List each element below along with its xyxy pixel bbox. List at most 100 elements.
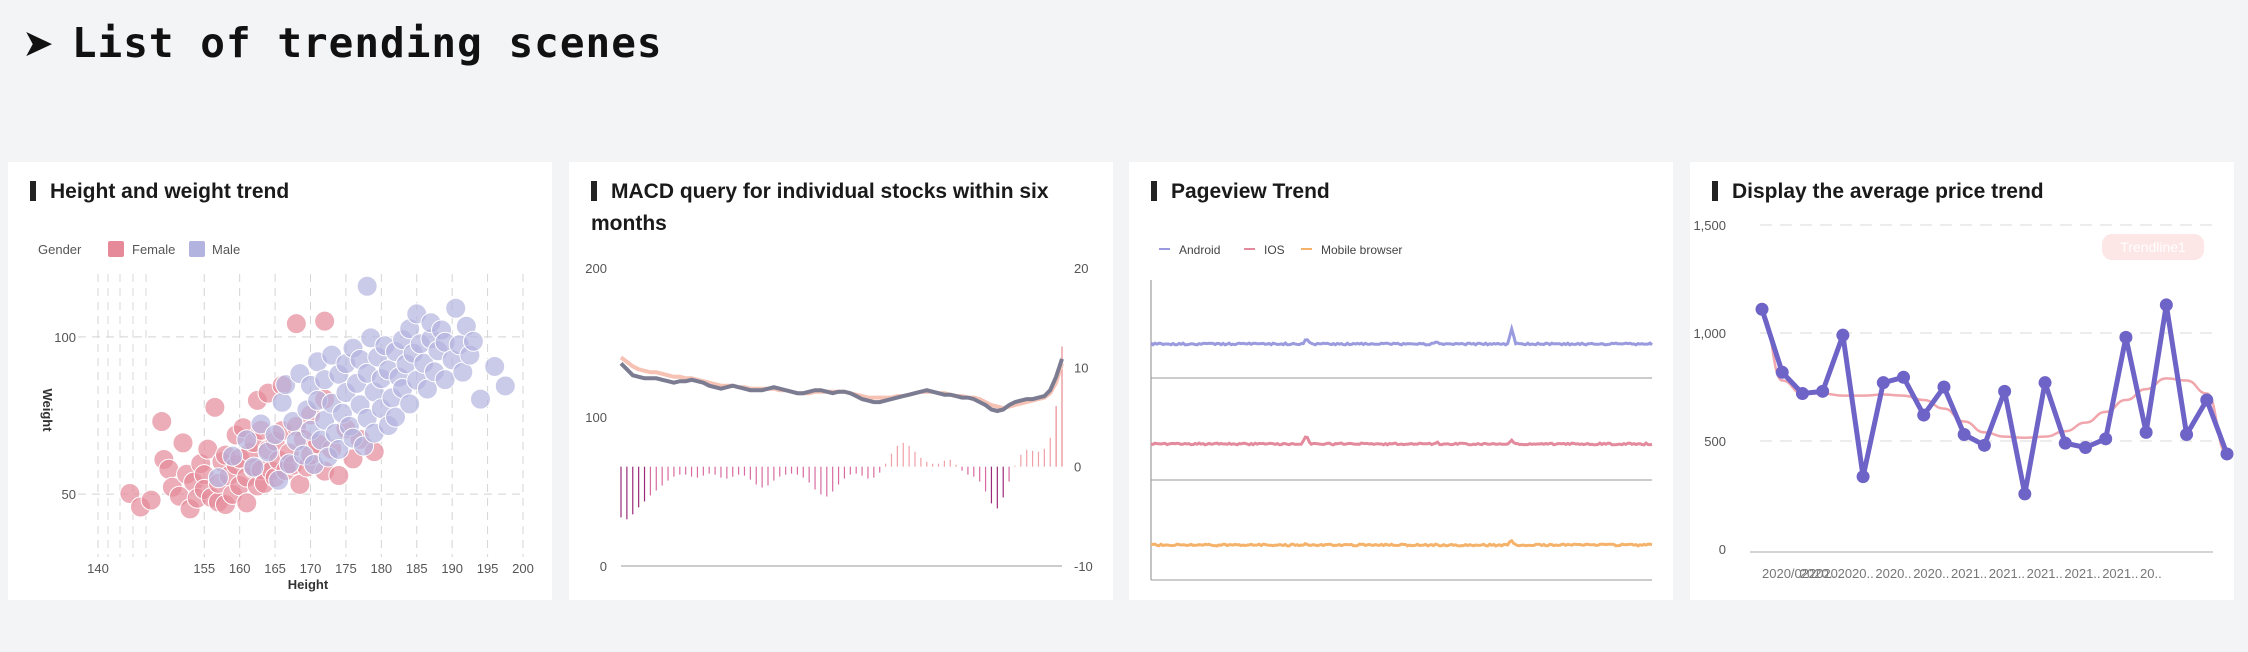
price-point <box>2078 440 2092 454</box>
title-bar-marker <box>1151 181 1157 201</box>
y-tick-label: 50 <box>62 487 76 502</box>
y-tick-label: 500 <box>1704 434 1726 449</box>
point-male <box>264 424 286 446</box>
scatter-chart: Gender Female Male 140 155 160 165 170 175 180 185… <box>38 241 534 592</box>
y-left-tick-label: 200 <box>585 261 607 276</box>
y-right-tick-label: 20 <box>1074 261 1088 276</box>
price-point <box>1876 376 1890 390</box>
x-tick-label: 180 <box>370 561 392 576</box>
legend-label: Mobile browser <box>1321 243 1402 257</box>
point-female <box>236 492 258 514</box>
card-height-weight: Height and weight trend Gender Female Male… <box>8 162 552 600</box>
card-title: Pageview Trend <box>1151 176 1651 208</box>
point-male <box>385 406 406 428</box>
point-male <box>268 469 290 491</box>
kline <box>619 358 1064 414</box>
card-pageview: Pageview Trend Android IOS Mobile browser <box>1129 162 1673 600</box>
legend-label-female: Female <box>132 242 175 257</box>
point-male <box>222 445 244 467</box>
x-tick-label: 160 <box>229 561 251 576</box>
y-tick-label: 100 <box>54 330 76 345</box>
point-male <box>328 438 350 460</box>
x-tick-label: 200 <box>512 561 534 576</box>
x-tick-label: 170 <box>300 561 322 576</box>
series-line <box>1150 435 1653 447</box>
legend-label-male: Male <box>212 242 240 257</box>
price-point <box>2220 447 2234 461</box>
price-point <box>1998 384 2012 398</box>
title-bar-marker <box>30 181 36 201</box>
point-male <box>275 374 297 396</box>
x-tick-label: 190 <box>441 561 463 576</box>
price-line <box>1759 302 2230 497</box>
page-title: List of trending scenes <box>71 19 663 67</box>
card-title: Display the average price trend <box>1712 176 2212 208</box>
price-point <box>2200 393 2214 407</box>
point-male <box>356 275 378 297</box>
point-male <box>484 355 506 377</box>
x-tick-label: 140 <box>87 561 109 576</box>
y-right-tick-label: 0 <box>1074 460 1081 475</box>
price-point <box>1856 470 1870 484</box>
y-tick-label: 1,000 <box>1693 326 1726 341</box>
legend-label: IOS <box>1264 243 1285 257</box>
point-male <box>462 330 484 352</box>
x-tick-label: 2021.. <box>2102 566 2138 581</box>
point-female <box>140 489 162 511</box>
x-tick-label: 2021.. <box>2064 566 2100 581</box>
point-male <box>271 391 293 413</box>
price-point <box>2018 487 2032 501</box>
x-tick-label: 155 <box>193 561 215 576</box>
x-tick-label: 2021.. <box>1989 566 2025 581</box>
x-tick-label: 2020.. <box>1838 566 1874 581</box>
legend-swatch-female <box>108 241 124 257</box>
price-point <box>1795 386 1809 400</box>
price-point <box>2058 436 2072 450</box>
point-male <box>470 388 491 410</box>
point-male <box>399 393 421 415</box>
price-point <box>1816 384 1830 398</box>
price-point <box>1917 408 1931 422</box>
price-point <box>2038 376 2052 390</box>
x-tick-label: 2020/022020.. <box>1762 566 1845 581</box>
price-point <box>1957 428 1971 442</box>
arrow-icon: ➤ <box>22 21 54 65</box>
y-axis-label: Weight <box>40 388 55 432</box>
price-point <box>1937 380 1951 394</box>
y-right-tick-label: 10 <box>1074 360 1088 375</box>
badge-background <box>2102 234 2204 260</box>
x-tick-label: 2021.. <box>2027 566 2063 581</box>
price-point <box>2180 428 2194 442</box>
pageview-chart: Android IOS Mobile browser <box>1150 243 1654 581</box>
point-female <box>204 396 226 418</box>
trendline <box>1761 312 2228 456</box>
y-tick-label: 0 <box>1719 542 1726 557</box>
point-male <box>434 369 456 391</box>
card-title: MACD query for individual stocks within … <box>591 180 1049 235</box>
x-tick-label: 2021.. <box>1951 566 1987 581</box>
point-male <box>207 467 229 489</box>
x-tick-label: 2020.. <box>1800 566 1836 581</box>
card-title: Height and weight trend <box>30 176 530 208</box>
price-point <box>2119 330 2133 344</box>
title-bar-marker <box>591 181 597 201</box>
point-female <box>158 458 180 480</box>
series-line <box>1151 538 1653 548</box>
point-male <box>494 375 516 397</box>
macd-chart: 0 100 200 -10 0 10 20 <box>585 261 1093 574</box>
card-macd: MACD query for individual stocks within … <box>569 162 1113 600</box>
x-tick-label: 20.. <box>2140 566 2162 581</box>
price-point <box>1755 302 1769 316</box>
card-average-price: Display the average price trend 0 500 1,00… <box>1690 162 2234 600</box>
point-female <box>172 432 194 454</box>
x-tick-label: 165 <box>264 561 286 576</box>
series-line <box>1150 323 1654 347</box>
price-point <box>1897 370 1911 384</box>
legend-swatch-male <box>189 241 205 257</box>
x-tick-label: 2020.. <box>1875 566 1911 581</box>
legend-label: Android <box>1179 243 1220 257</box>
point-male <box>243 456 265 478</box>
x-tick-label: 185 <box>406 561 428 576</box>
page-header: ➤ List of trending scenes <box>22 18 663 68</box>
